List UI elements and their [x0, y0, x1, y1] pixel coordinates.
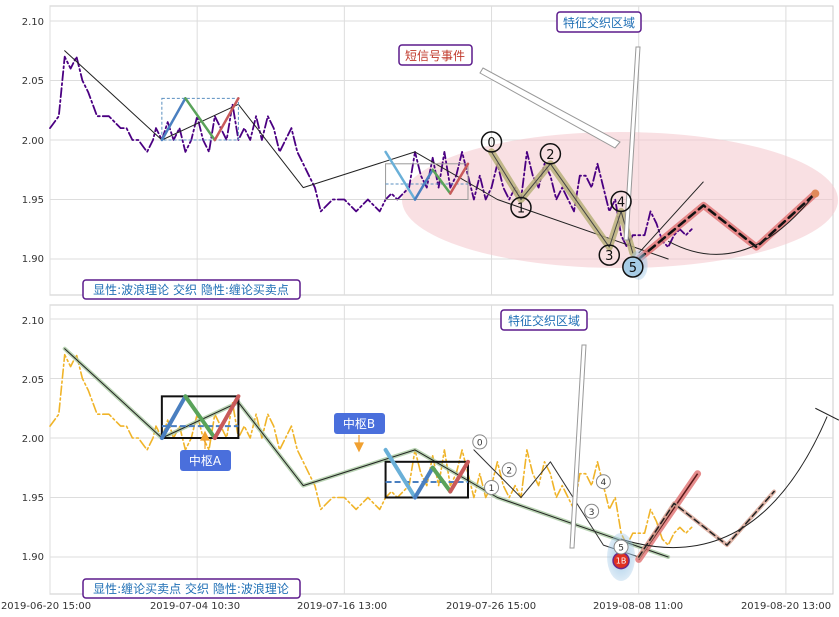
bottom-y-tick-label: 2.00: [22, 434, 44, 445]
x-tick-label: 2019-07-26 15:00: [446, 601, 536, 612]
pivot-a-segment: [184, 97, 217, 142]
pivot-a-label-box: [180, 450, 231, 471]
signal-event-label: 短信号事件: [405, 49, 465, 63]
top-feature-zone-label-box: [556, 11, 642, 33]
bottom-panel-frame: [49, 304, 834, 595]
bottom-caption: 显性:缠论买卖点 交织 隐性:波浪理论: [93, 581, 289, 596]
wave-label: 4: [617, 195, 625, 210]
projection-curve: [620, 416, 828, 548]
zone-arrow: [569, 344, 587, 549]
pivot-b-segment: [431, 168, 452, 195]
projection-path: [637, 192, 817, 261]
wave-label: 1: [517, 202, 525, 217]
bottom-y-tick-label: 2.10: [22, 316, 44, 327]
pivot-a-arrow: [200, 430, 210, 449]
projection-end-point: [811, 189, 820, 198]
pivot-b-segment: [384, 150, 417, 201]
bottom-y-tick-label: 1.95: [22, 493, 44, 504]
wave-label: 0: [477, 438, 483, 448]
projection-path: [637, 490, 775, 558]
pivot-a-box: [160, 395, 240, 440]
wave-marker: [510, 196, 532, 219]
price-line: [49, 353, 693, 546]
projection-curve: [667, 193, 816, 255]
pivot-a-segment: [159, 394, 188, 440]
wave-marker: [539, 143, 562, 165]
wave-marker: [480, 131, 503, 153]
wave-marker: [622, 256, 644, 278]
wave-marker: [613, 539, 629, 555]
bottom-feature-zone-label: 特征交织区域: [508, 313, 580, 328]
bottom-caption-box: [82, 578, 301, 599]
signal-arrow: [479, 67, 621, 149]
pivot-b-box: [385, 163, 469, 201]
pivot-a-segment: [183, 394, 217, 440]
bottom-y-tick-label: 2.05: [22, 375, 44, 386]
wave-label: 3: [589, 508, 595, 518]
wave-label: 2: [506, 466, 512, 476]
top-y-tick-label: 2.10: [22, 17, 44, 28]
top-feature-zone-label: 特征交织区域: [563, 15, 635, 30]
pivot-b-segment: [413, 168, 434, 201]
buy-point-label: 1B: [616, 557, 627, 566]
x-tick-label: 2019-08-08 11:00: [593, 601, 683, 612]
pivot-b-segment: [413, 465, 435, 500]
wave-label: 0: [487, 136, 495, 151]
top-y-tick-label: 1.95: [22, 195, 44, 206]
projection-branch: [638, 181, 704, 254]
top-y-tick-label: 2.00: [22, 136, 44, 147]
top-y-tick-label: 1.90: [22, 254, 44, 265]
wave-label: 1: [489, 484, 495, 494]
bottom-feature-zone-label-box: [500, 309, 588, 331]
pivot-a-label: 中枢A: [189, 453, 222, 468]
pivot-b-segment: [449, 162, 470, 195]
pivot-a-segment: [160, 97, 187, 142]
pivot-a-box: [161, 97, 239, 141]
projection-end-tick: [815, 407, 839, 421]
wave-marker: [595, 474, 611, 490]
pivot-b-segment: [448, 459, 470, 494]
pivot-b-box: [384, 460, 469, 499]
pivot-a-segment: [213, 97, 240, 142]
wave-highlight-core: [491, 151, 634, 254]
x-tick-label: 2019-07-04 10:30: [150, 601, 240, 612]
top-caption-box: [82, 279, 301, 300]
wave-marker: [484, 480, 500, 495]
wave-label: 5: [629, 261, 637, 276]
price-line: [49, 55, 693, 249]
zone-arrow: [623, 46, 641, 241]
wave-label: 3: [605, 249, 613, 264]
bottom-y-tick-label: 1.90: [22, 552, 44, 563]
x-tick-label: 2019-08-20 13:00: [741, 601, 831, 612]
wave-marker: [598, 244, 621, 266]
pivot-b-segment: [430, 465, 453, 494]
wave-label: 4: [601, 478, 607, 488]
pivot-b-label-box: [334, 413, 385, 434]
top-y-ticks: 2.10 2.05 2.00 1.95 1.90: [22, 17, 44, 265]
pivot-b-label: 中枢B: [343, 416, 375, 431]
x-ticks: 2019-06-20 15:00 2019-07-04 10:30 2019-0…: [1, 601, 831, 612]
top-caption: 显性:波浪理论 交织 隐性:缠论买卖点: [93, 282, 289, 297]
wave-marker: [584, 503, 600, 519]
top-plot: 0 1 2 3 4 5: [49, 46, 820, 280]
wave-label: 2: [546, 148, 554, 163]
signal-event-label-box: [398, 44, 473, 66]
pivot-a-segment: [212, 394, 241, 440]
wave-marker: [610, 190, 632, 213]
bottom-plot: 1B 0 1 2 3 4 5: [49, 344, 839, 581]
bottom-y-ticks: 2.10 2.05 2.00 1.95 1.90: [22, 316, 44, 563]
wave-marker: [501, 462, 517, 478]
top-feature-zone: [402, 132, 838, 268]
wave-marker: [472, 434, 488, 450]
x-tick-label: 2019-06-20 15:00: [1, 601, 91, 612]
top-y-tick-label: 2.05: [22, 76, 44, 87]
wave-label: 5: [618, 544, 624, 554]
pivot-b-arrow: [354, 435, 364, 453]
pivot-b-segment: [383, 447, 417, 500]
x-tick-label: 2019-07-16 13:00: [297, 601, 387, 612]
